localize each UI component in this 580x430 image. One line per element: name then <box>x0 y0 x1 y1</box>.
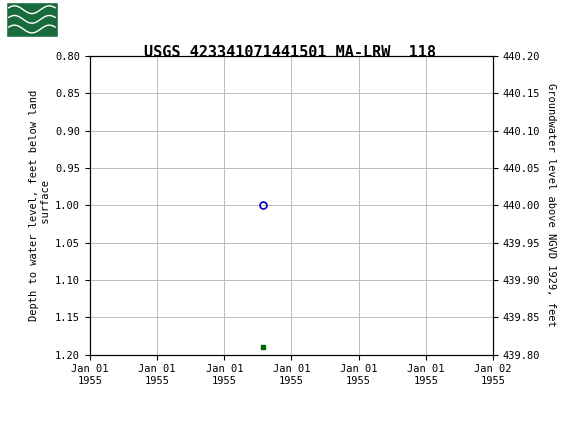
Text: USGS 423341071441501 MA-LRW  118: USGS 423341071441501 MA-LRW 118 <box>144 45 436 60</box>
Legend: Period of approved data: Period of approved data <box>198 427 385 430</box>
Text: USGS: USGS <box>64 9 128 29</box>
Y-axis label: Depth to water level, feet below land
 surface: Depth to water level, feet below land su… <box>30 90 51 321</box>
FancyBboxPatch shape <box>6 2 58 37</box>
Y-axis label: Groundwater level above NGVD 1929, feet: Groundwater level above NGVD 1929, feet <box>546 83 556 327</box>
